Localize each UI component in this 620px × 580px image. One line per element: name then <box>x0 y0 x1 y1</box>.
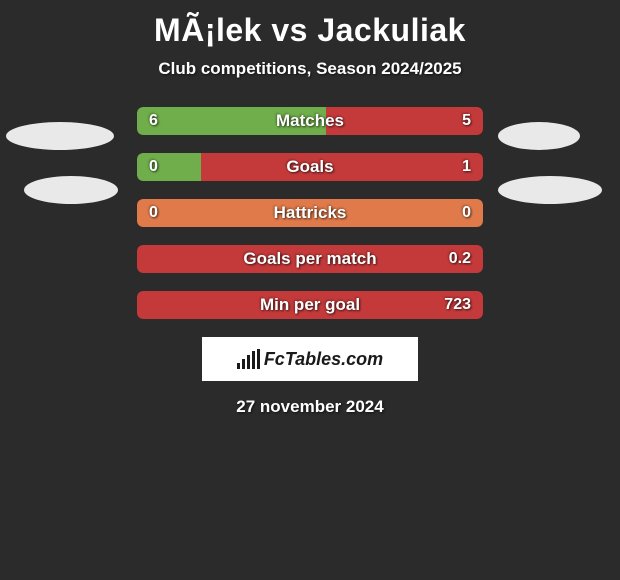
decorative-ellipse <box>498 176 602 204</box>
logo-text: FcTables.com <box>264 349 383 370</box>
chart-icon <box>237 349 260 369</box>
page-subtitle: Club competitions, Season 2024/2025 <box>0 59 620 79</box>
page-title: MÃ¡lek vs Jackuliak <box>0 0 620 49</box>
metric-row: 65Matches <box>137 107 483 135</box>
generation-date: 27 november 2024 <box>0 397 620 417</box>
metric-row: 01Goals <box>137 153 483 181</box>
decorative-ellipse <box>6 122 114 150</box>
metric-label: Matches <box>137 107 483 135</box>
metric-label: Min per goal <box>137 291 483 319</box>
decorative-ellipse <box>498 122 580 150</box>
metric-row: 00Hattricks <box>137 199 483 227</box>
fctables-logo: FcTables.com <box>202 337 418 381</box>
metric-row: 723Min per goal <box>137 291 483 319</box>
metric-row: 0.2Goals per match <box>137 245 483 273</box>
metric-label: Hattricks <box>137 199 483 227</box>
decorative-ellipse <box>24 176 118 204</box>
metric-label: Goals <box>137 153 483 181</box>
metric-label: Goals per match <box>137 245 483 273</box>
